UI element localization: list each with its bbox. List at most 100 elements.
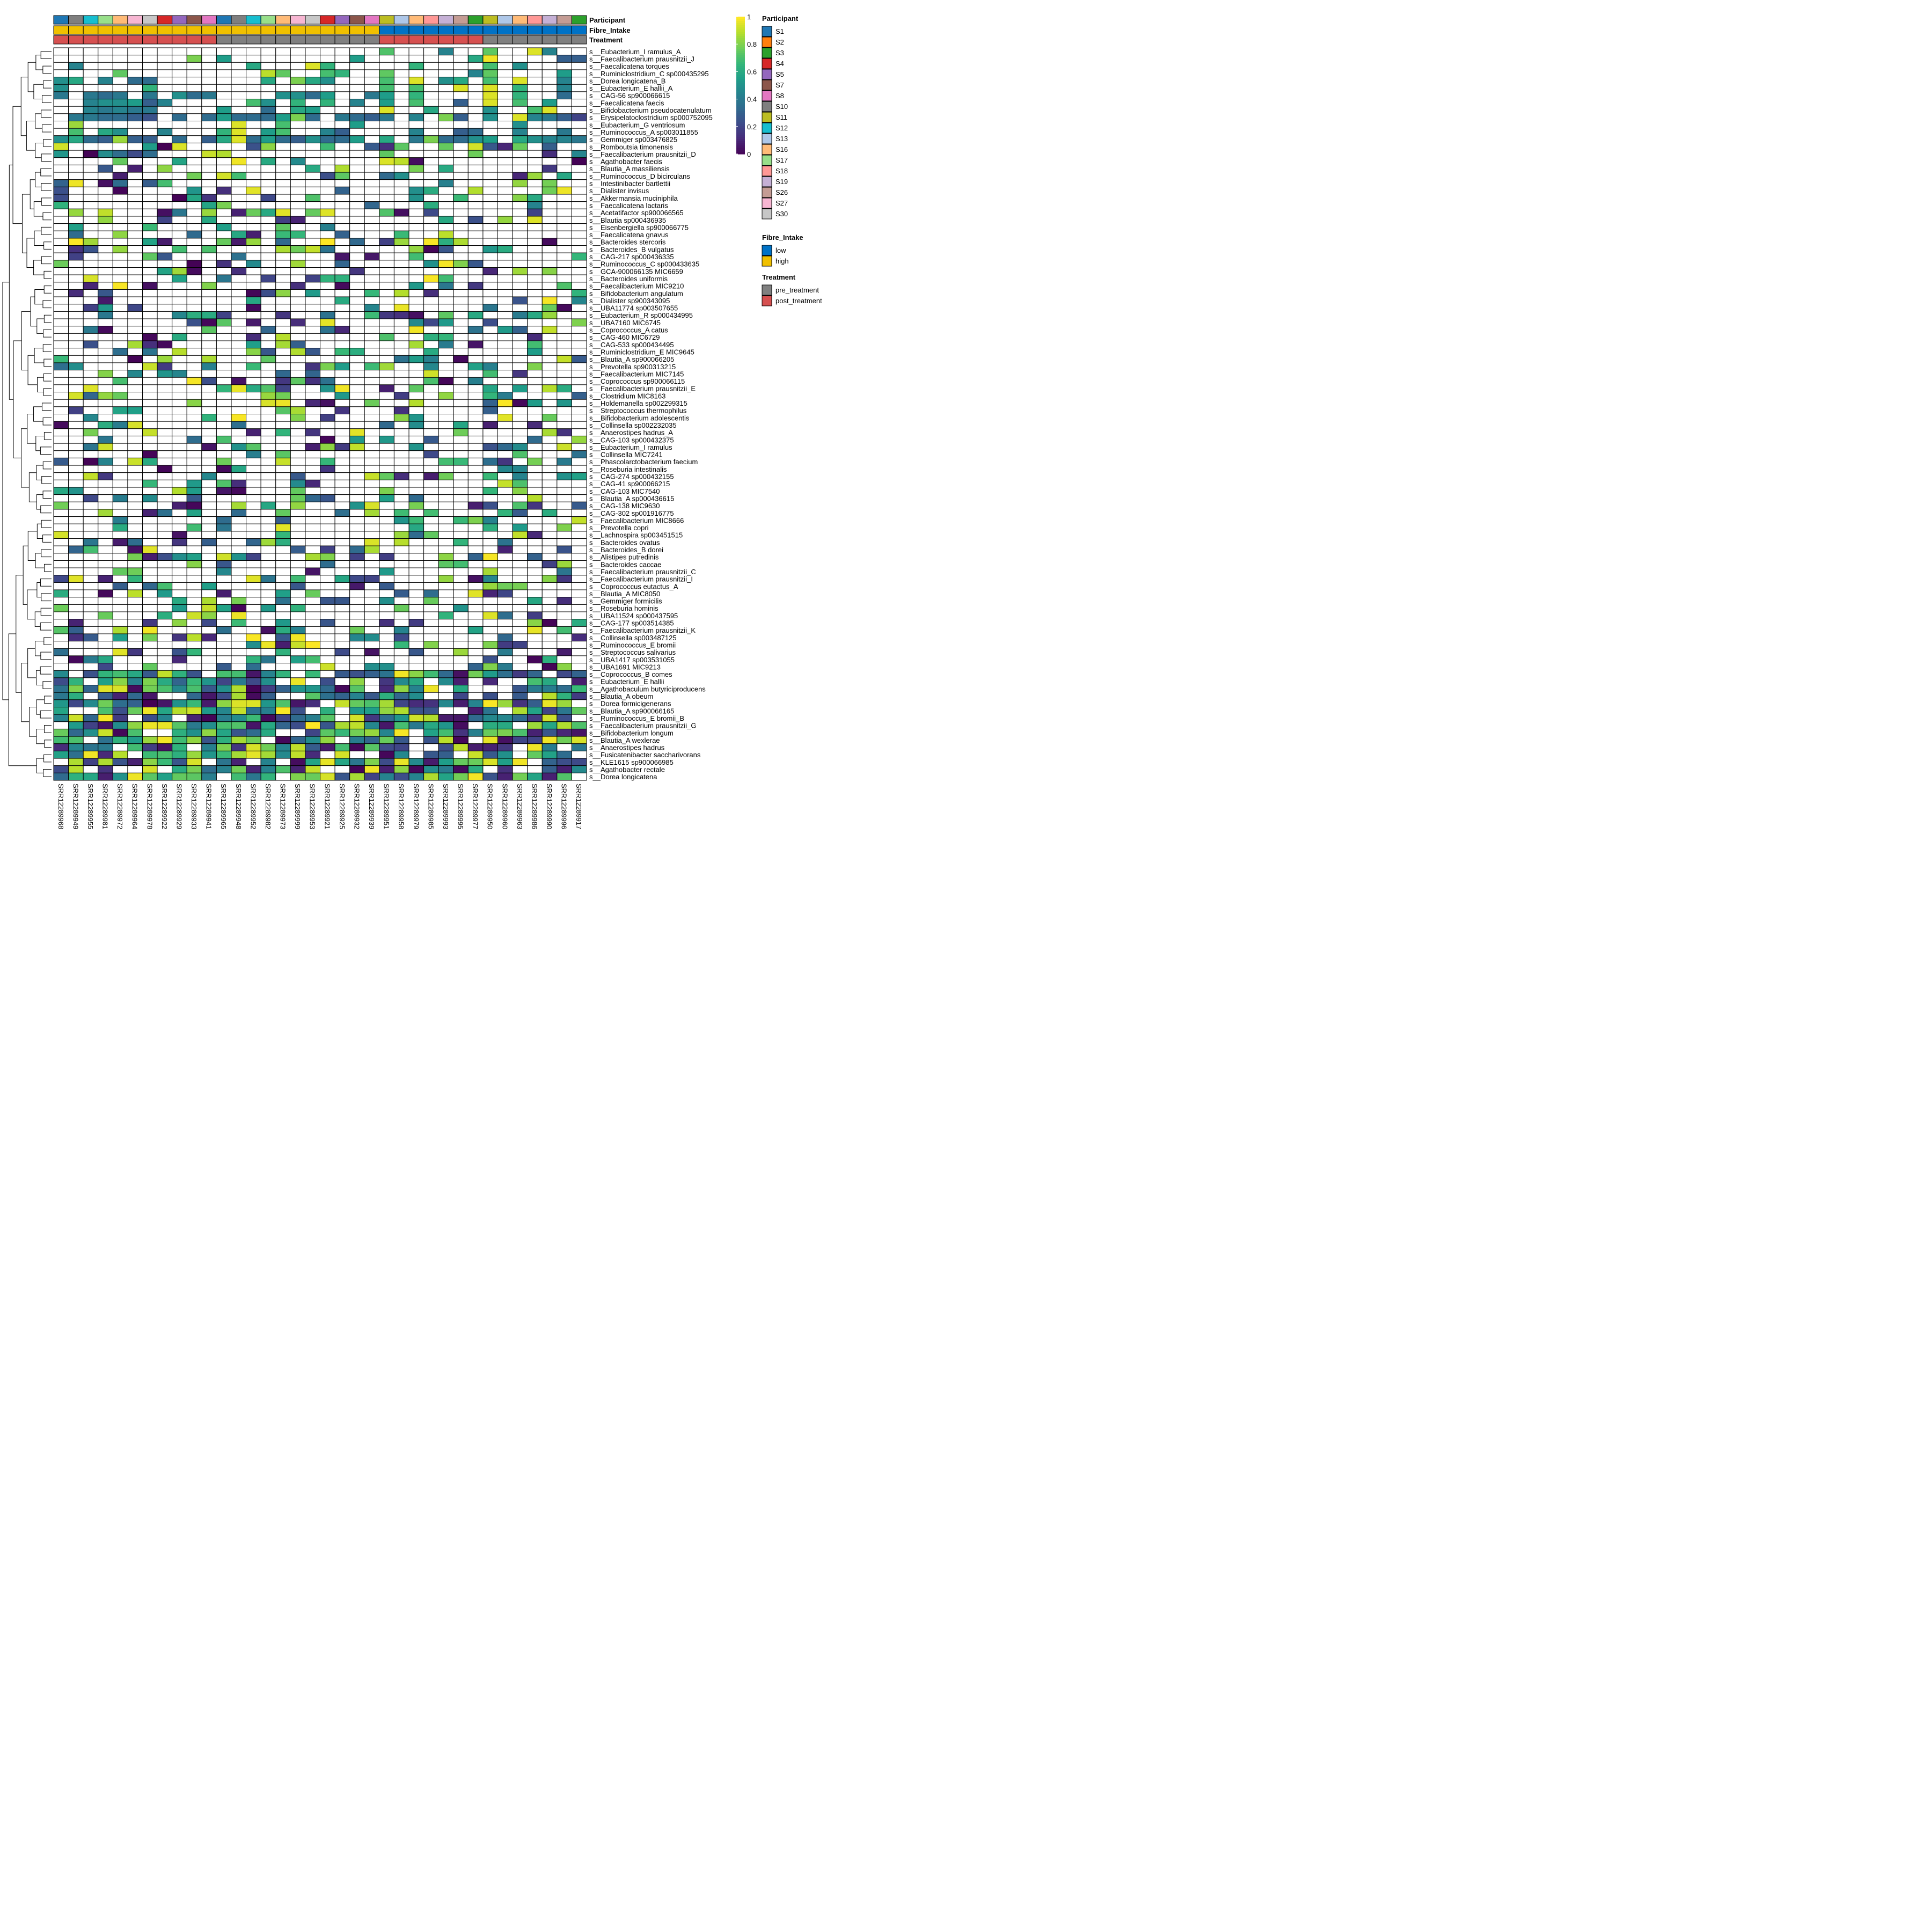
heatmap-cell — [157, 479, 173, 488]
heatmap-cell — [349, 611, 365, 620]
row-label: s__Bifidobacterium pseudocatenulatum — [589, 106, 712, 114]
row-label: s__Faecalicatena faecis — [589, 99, 664, 107]
heatmap-cell — [527, 216, 543, 224]
heatmap-cell — [305, 230, 320, 239]
heatmap-cell — [453, 531, 469, 539]
annotation-cell — [571, 35, 587, 45]
heatmap-cell — [98, 77, 113, 85]
heatmap-cell — [334, 194, 350, 202]
heatmap-cell — [379, 318, 394, 327]
heatmap-cell — [438, 121, 454, 129]
dendrogram-branch — [13, 340, 22, 458]
heatmap-cell — [527, 326, 543, 334]
heatmap-cell — [201, 553, 217, 561]
column-label: SRR12289941 — [205, 784, 213, 829]
column-label: SRR12289985 — [427, 784, 435, 829]
colorbar-segment — [736, 92, 745, 94]
heatmap-cell — [142, 318, 158, 327]
heatmap-cell — [68, 84, 84, 92]
heatmap-cell — [497, 633, 513, 642]
heatmap-cell — [172, 545, 187, 554]
heatmap-cell — [112, 450, 128, 458]
heatmap-cell — [53, 113, 69, 122]
heatmap-cell — [112, 611, 128, 620]
heatmap-cell — [482, 289, 498, 297]
heatmap-cell — [83, 230, 99, 239]
heatmap-cell — [201, 685, 217, 693]
heatmap-cell — [320, 545, 335, 554]
heatmap-cell — [186, 333, 202, 341]
heatmap-cell — [349, 414, 365, 422]
heatmap-cell — [201, 479, 217, 488]
heatmap-cell — [127, 113, 143, 122]
row-label: s__Dorea longicatena — [589, 773, 657, 781]
heatmap-cell — [172, 707, 187, 715]
heatmap-cell — [172, 282, 187, 290]
heatmap-cell — [275, 355, 291, 363]
heatmap-cell — [364, 765, 380, 773]
heatmap-cell — [157, 655, 173, 664]
heatmap-cell — [83, 340, 99, 349]
annotation-cell — [246, 35, 261, 45]
row-label: s__Romboutsia timonensis — [589, 143, 674, 151]
heatmap-cell — [512, 150, 528, 158]
row-label: s__Bacteroides stercoris — [589, 238, 666, 246]
heatmap-cell — [83, 289, 99, 297]
heatmap-cell — [349, 318, 365, 327]
row-label: s__Eisenbergiella sp900066775 — [589, 223, 689, 231]
row-label: s__Ruminococcus_E bromii_B — [589, 714, 684, 722]
heatmap-cell — [334, 575, 350, 583]
heatmap-cell — [260, 743, 276, 751]
row-label: s__Blautia_A sp900066165 — [589, 707, 674, 715]
heatmap-cell — [216, 333, 232, 341]
colorbar-segment — [736, 42, 745, 45]
heatmap-cell — [186, 223, 202, 231]
heatmap-cell — [408, 472, 425, 480]
heatmap-cell — [231, 84, 247, 92]
heatmap-cell — [527, 121, 543, 129]
heatmap-cell — [83, 443, 99, 451]
row-label: s__Erysipelatoclostridium sp000752095 — [589, 114, 713, 122]
heatmap-cell — [423, 150, 439, 158]
heatmap-cell — [320, 55, 335, 63]
heatmap-cell — [290, 362, 306, 371]
heatmap-cell — [231, 260, 247, 268]
heatmap-cell — [186, 179, 202, 187]
heatmap-cell — [497, 714, 513, 722]
heatmap-cell — [305, 494, 320, 502]
heatmap-cell — [423, 450, 439, 458]
heatmap-cell — [127, 428, 143, 436]
dendrogram-branch — [36, 699, 45, 715]
heatmap-cell — [364, 333, 380, 341]
annotation-cell — [497, 35, 513, 45]
heatmap-cell — [186, 355, 202, 363]
heatmap-cell — [305, 758, 320, 766]
heatmap-cell — [364, 406, 380, 414]
heatmap-cell — [379, 392, 394, 400]
heatmap-cell — [393, 501, 409, 510]
heatmap-cell — [408, 589, 425, 598]
heatmap-cell — [408, 304, 425, 312]
heatmap-cell — [231, 106, 247, 114]
heatmap-cell — [527, 172, 543, 180]
heatmap-cell — [557, 575, 572, 583]
heatmap-cell — [541, 707, 558, 715]
heatmap-cell — [349, 216, 365, 224]
heatmap-cell — [172, 318, 187, 327]
dendrogram-branch — [21, 428, 30, 488]
heatmap-cell — [334, 523, 350, 532]
heatmap-cell — [379, 545, 394, 554]
heatmap-cell — [305, 267, 320, 275]
annotation-cell — [260, 35, 276, 45]
heatmap-cell — [260, 238, 276, 246]
heatmap-cell — [83, 728, 99, 737]
row-label: s__Eubacterium_I ramulus_A — [589, 48, 681, 56]
heatmap-cell — [334, 55, 350, 63]
heatmap-cell — [467, 721, 484, 729]
heatmap-cell — [112, 575, 128, 583]
heatmap-cell — [172, 77, 187, 85]
annotation-cell — [467, 15, 484, 25]
heatmap-cell — [453, 516, 469, 524]
heatmap-cell — [231, 208, 247, 217]
heatmap-cell — [98, 758, 113, 766]
